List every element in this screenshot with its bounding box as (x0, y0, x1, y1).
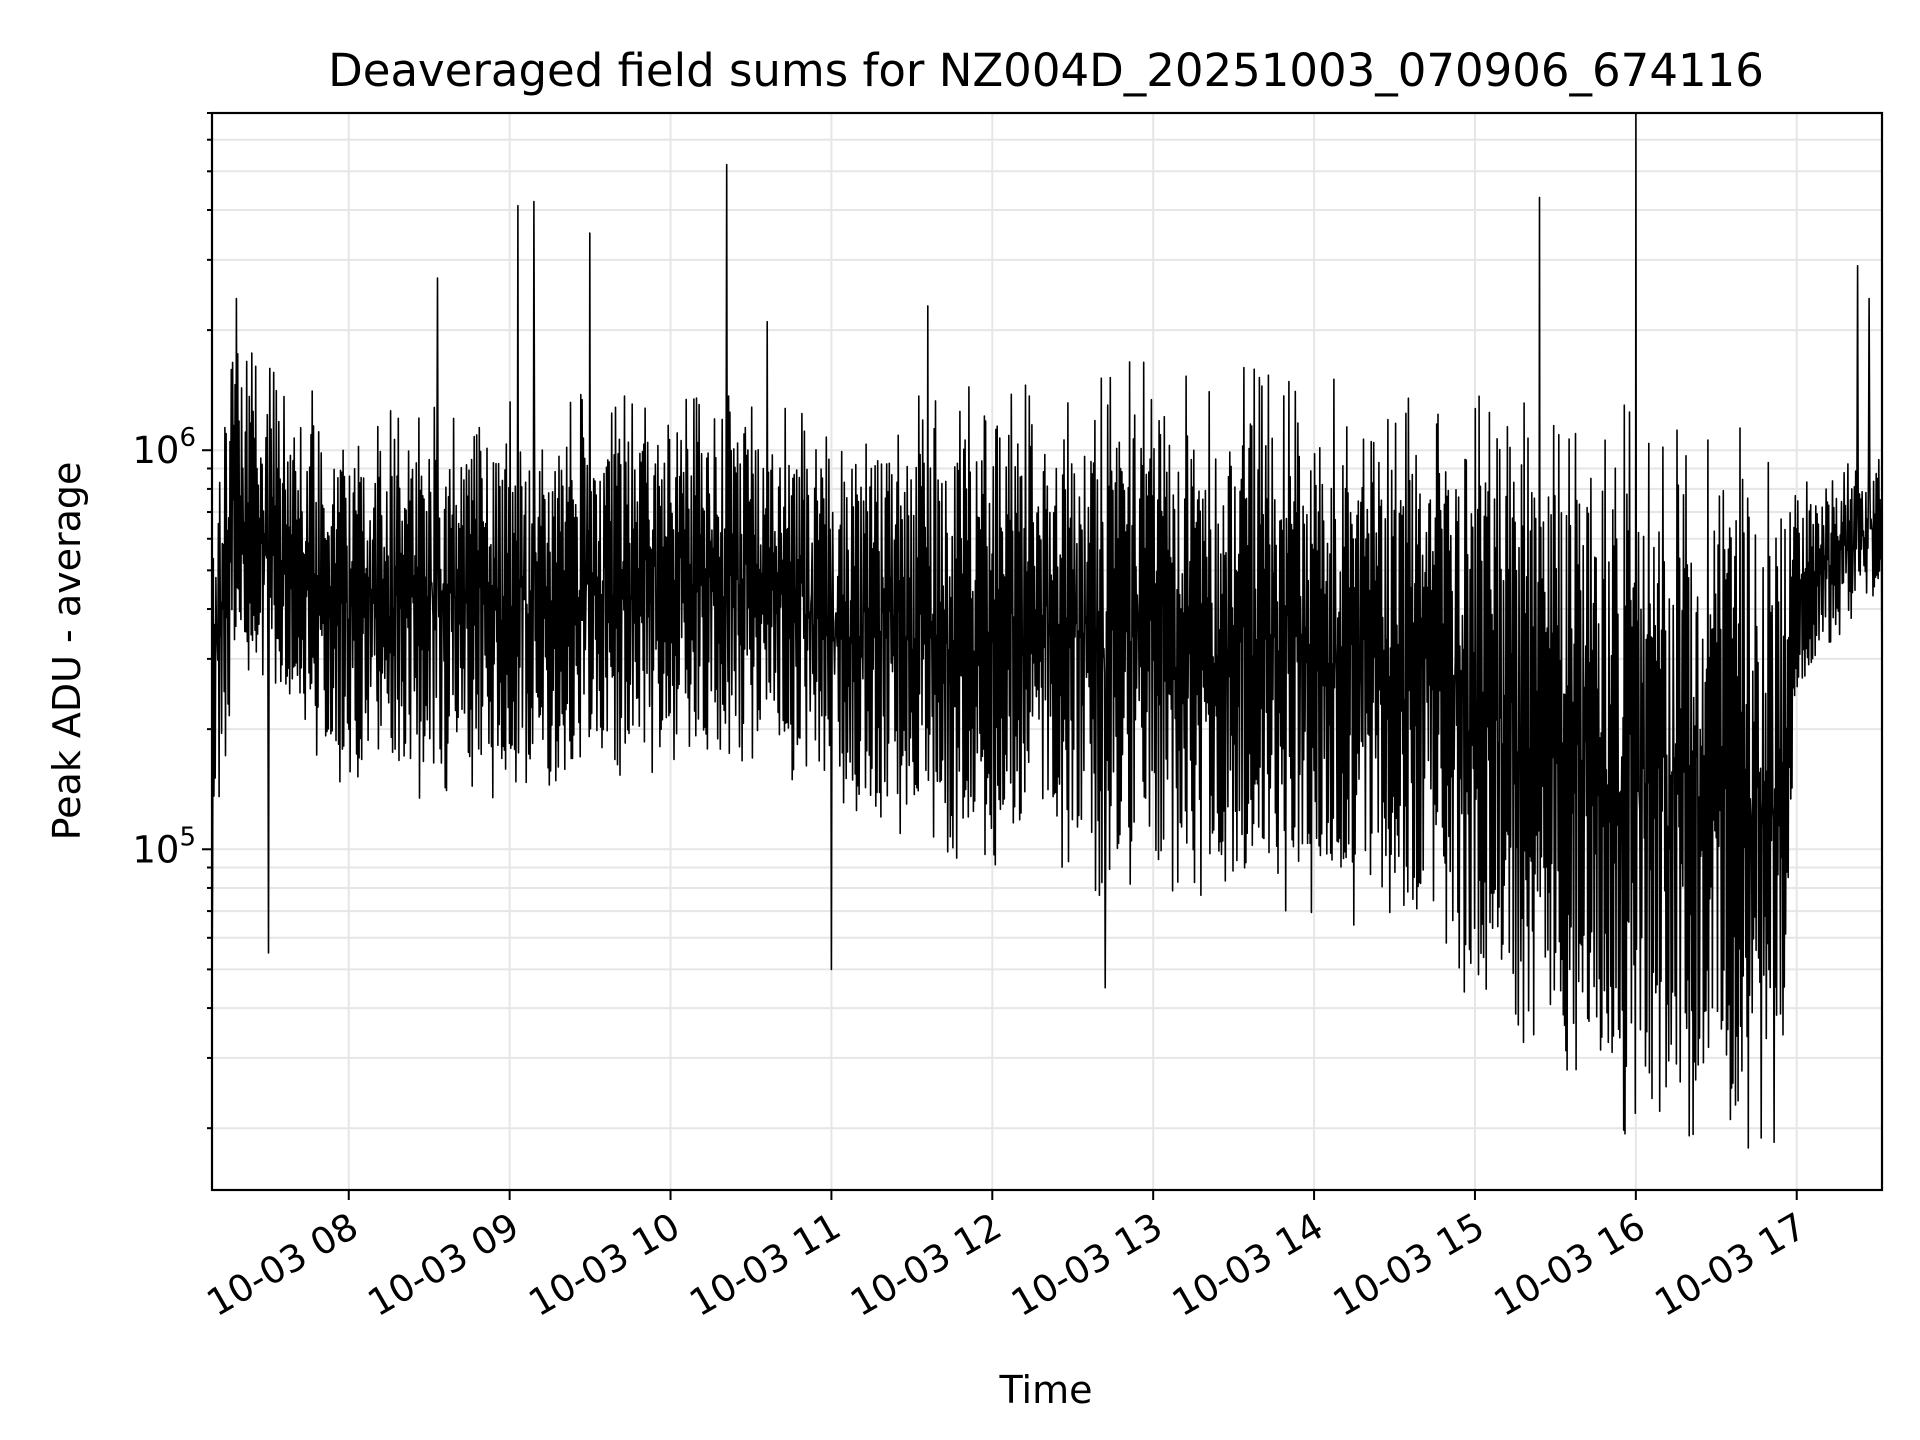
series-line (211, 112, 1883, 1149)
y-tick-label-exponent: 6 (179, 423, 196, 453)
plot-frame (210, 111, 1884, 1192)
x-axis-label: Time (999, 1368, 1093, 1412)
x-tick-label: 10-03 12 (843, 1205, 1009, 1325)
x-tick-label: 10-03 11 (682, 1205, 848, 1325)
x-tick-label: 10-03 10 (521, 1205, 687, 1325)
chart-title: Deaveraged field sums for NZ004D_2025100… (328, 44, 1764, 97)
x-tick-label: 10-03 13 (1004, 1205, 1170, 1325)
x-tick-label: 10-03 15 (1326, 1205, 1492, 1325)
y-tick-label-exponent: 5 (179, 822, 196, 852)
y-tick-label-base: 10 (132, 828, 179, 871)
x-tick-label: 10-03 17 (1648, 1205, 1814, 1325)
x-tick-label: 10-03 16 (1487, 1205, 1653, 1325)
x-tick-label: 10-03 08 (200, 1205, 366, 1325)
x-tick-label: 10-03 09 (361, 1205, 527, 1325)
series-layer (211, 112, 1883, 1149)
y-tick-label: 106 (132, 423, 196, 472)
y-tick-label: 105 (132, 822, 196, 871)
x-tick-label: 10-03 14 (1165, 1205, 1331, 1325)
y-tick-label-base: 10 (132, 429, 179, 472)
y-axis-label: Peak ADU - average (45, 462, 89, 841)
